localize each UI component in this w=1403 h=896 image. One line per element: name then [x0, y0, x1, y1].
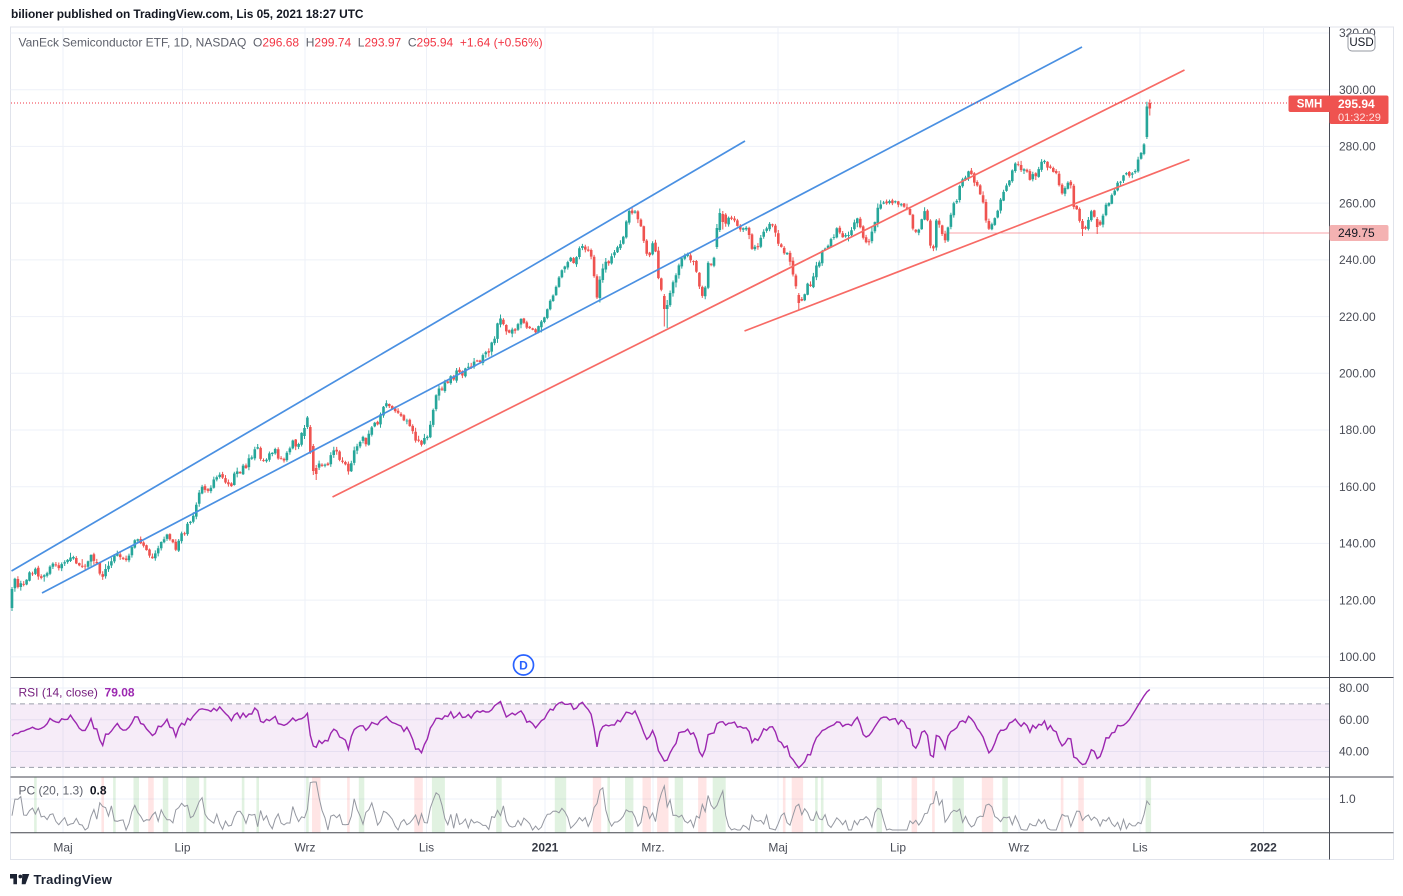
svg-text:Mrz.: Mrz. — [641, 841, 664, 855]
svg-text:200.00: 200.00 — [1339, 367, 1376, 381]
svg-text:220.00: 220.00 — [1339, 310, 1376, 324]
svg-text:180.00: 180.00 — [1339, 423, 1376, 437]
svg-text:2022: 2022 — [1250, 841, 1277, 855]
svg-text:40.00: 40.00 — [1339, 745, 1369, 759]
svg-text:D: D — [519, 659, 528, 673]
svg-text:80.00: 80.00 — [1339, 681, 1369, 695]
svg-text:60.00: 60.00 — [1339, 713, 1369, 727]
svg-text:260.00: 260.00 — [1339, 196, 1376, 210]
svg-text:1.0: 1.0 — [1339, 792, 1356, 806]
svg-text:VanEck Semiconductor ETF, 1D,: VanEck Semiconductor ETF, 1D, NASDAQ O29… — [19, 36, 543, 50]
svg-text:120.00: 120.00 — [1339, 593, 1376, 607]
svg-text:Lip: Lip — [174, 841, 190, 855]
svg-text:RSI (14, close) 79.08: RSI (14, close) 79.08 — [19, 686, 135, 700]
svg-text:280.00: 280.00 — [1339, 140, 1376, 154]
svg-text:100.00: 100.00 — [1339, 650, 1376, 664]
svg-text:PC (20, 1.3) 0.8: PC (20, 1.3) 0.8 — [19, 784, 107, 798]
svg-text:160.00: 160.00 — [1339, 480, 1376, 494]
svg-text:300.00: 300.00 — [1339, 83, 1376, 97]
svg-text:Maj: Maj — [53, 841, 72, 855]
svg-text:Maj: Maj — [768, 841, 787, 855]
svg-text:2021: 2021 — [532, 841, 559, 855]
svg-text:01:32:29: 01:32:29 — [1338, 112, 1381, 124]
svg-text:295.94: 295.94 — [1338, 97, 1375, 111]
svg-text:Lip: Lip — [890, 841, 906, 855]
svg-text:Wrz: Wrz — [294, 841, 315, 855]
svg-text:140.00: 140.00 — [1339, 537, 1376, 551]
svg-text:Lis: Lis — [1132, 841, 1147, 855]
svg-text:249.75: 249.75 — [1338, 226, 1375, 240]
svg-text:Wrz: Wrz — [1008, 841, 1029, 855]
svg-text:Lis: Lis — [419, 841, 434, 855]
svg-text:SMH: SMH — [1297, 99, 1323, 111]
svg-text:USD: USD — [1349, 37, 1373, 49]
svg-text:240.00: 240.00 — [1339, 253, 1376, 267]
